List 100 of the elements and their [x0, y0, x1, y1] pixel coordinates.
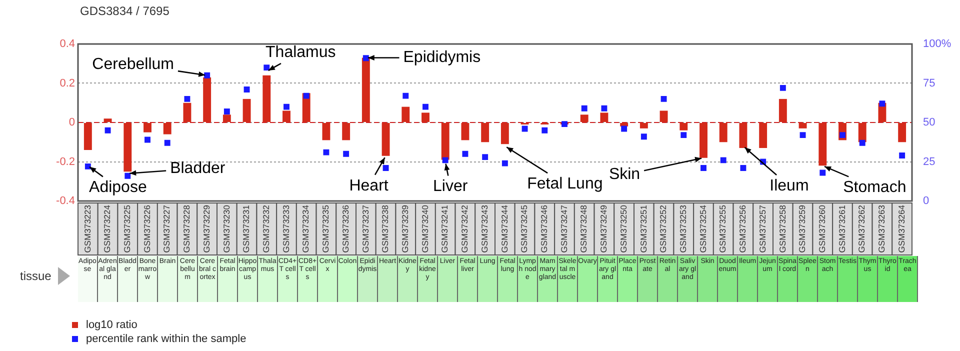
- x-tick-label: GSM373255: [718, 204, 728, 253]
- annotation: Liver: [433, 178, 468, 196]
- x-tick-label: GSM373250: [618, 204, 628, 253]
- annotation: Bladder: [170, 160, 226, 177]
- point: [204, 72, 210, 78]
- y2-tick-label: 0: [923, 195, 930, 208]
- point: [144, 136, 150, 143]
- x-tick-label: GSM373246: [538, 204, 549, 253]
- x-tick-label: GSM373244: [499, 204, 510, 253]
- x-tick-label: GSM373248: [578, 204, 589, 253]
- point: [402, 92, 409, 99]
- annotation: Ileum: [770, 177, 809, 194]
- x-tick-label: GSM373243: [479, 204, 490, 253]
- y2-tick-label: 100%: [923, 38, 952, 50]
- x-tick-label: GSM373236: [340, 204, 350, 253]
- x-tick-label: GSM373242: [460, 204, 470, 253]
- x-tick-label: GSM373226: [142, 204, 152, 253]
- annotation: Fetal Lung: [527, 175, 603, 192]
- point: [104, 127, 111, 134]
- x-tick-label: GSM373256: [738, 204, 748, 253]
- annotation: Cerebellum: [92, 56, 174, 73]
- x-tick-label: GSM373235: [320, 204, 331, 253]
- y-tick-label: 0.4: [60, 38, 75, 50]
- point: [581, 105, 588, 112]
- x-tick-label: GSM373241: [440, 204, 450, 253]
- point: [224, 108, 230, 114]
- point: [422, 104, 428, 110]
- x-tick-label: GSM373229: [201, 204, 212, 253]
- x-tick-label: GSM373260: [816, 204, 827, 253]
- annotation: Heart: [349, 177, 389, 194]
- point: [899, 152, 906, 158]
- point: [244, 86, 250, 93]
- point: [522, 126, 528, 132]
- x-tick-label: GSM373228: [182, 204, 192, 253]
- x-tick-label: GSM373245: [519, 204, 530, 253]
- annotation: Stomach: [843, 179, 906, 196]
- point: [640, 134, 647, 140]
- chart-title: GDS3834 / 7695: [80, 4, 170, 18]
- point: [740, 165, 746, 172]
- y2-tick-label: 25: [923, 156, 936, 168]
- point: [879, 100, 886, 107]
- legend-label: log10 ratio: [86, 319, 138, 331]
- y-tick-label: -0.2: [56, 156, 75, 168]
- point: [562, 121, 568, 128]
- point: [84, 163, 91, 170]
- annotation: Epididymis: [403, 49, 481, 66]
- point: [184, 96, 190, 102]
- point: [482, 154, 488, 160]
- point: [303, 92, 310, 99]
- point: [164, 140, 170, 146]
- point: [502, 160, 508, 166]
- point: [621, 126, 628, 132]
- point: [323, 149, 330, 156]
- point: [362, 55, 369, 62]
- point: [840, 132, 846, 138]
- x-tick-label: GSM373264: [896, 204, 906, 253]
- y-tick-label: 0: [68, 116, 75, 129]
- point: [343, 150, 350, 157]
- x-tick-label: GSM373238: [380, 204, 390, 253]
- x-tick-label: GSM373262: [856, 204, 867, 253]
- y2-tick-label: 50: [923, 116, 936, 129]
- y-tick-label: 0.2: [60, 77, 75, 90]
- text: tissue: [20, 269, 52, 283]
- annotation: Skin: [608, 166, 640, 184]
- point: [680, 132, 687, 138]
- annotation: Thalamus: [266, 44, 336, 61]
- x-tick-label: GSM373230: [221, 204, 232, 253]
- point: [820, 170, 826, 176]
- x-tick-label: GSM373258: [777, 204, 788, 253]
- x-tick-label: GSM373251: [638, 204, 648, 253]
- point: [700, 165, 706, 172]
- x-tick-label: GSM373263: [876, 204, 887, 253]
- point: [462, 150, 468, 157]
- point: [442, 157, 448, 164]
- x-tick-label: GSM373247: [558, 204, 569, 253]
- x-tick-label: GSM373223: [82, 204, 92, 253]
- x-tick-label: GSM373252: [658, 204, 668, 253]
- x-tick-label: GSM373253: [678, 204, 688, 253]
- x-tick-label: GSM373240: [420, 204, 430, 253]
- point: [601, 105, 608, 112]
- x-tick-label: GSM373259: [797, 204, 808, 253]
- x-tick-label: GSM373239: [400, 204, 410, 253]
- x-tick-label: GSM373231: [241, 204, 252, 253]
- point: [542, 127, 548, 134]
- x-tick-label: GSM373227: [162, 204, 172, 253]
- y-tick-label: -0.4: [56, 195, 75, 208]
- point: [660, 96, 667, 102]
- annotation: Adipose: [89, 179, 147, 196]
- point: [720, 157, 726, 164]
- point: [264, 64, 270, 71]
- x-tick-label: GSM373224: [102, 204, 112, 253]
- legend-label: percentile rank within the sample: [86, 333, 246, 345]
- point: [800, 132, 806, 138]
- point: [124, 172, 131, 179]
- x-tick-label: GSM373261: [836, 204, 847, 253]
- point: [382, 165, 389, 172]
- x-tick-label: GSM373254: [698, 204, 708, 253]
- y2-tick-label: 75: [923, 77, 936, 90]
- x-tick-label: GSM373232: [260, 204, 271, 253]
- x-tick-label: GSM373257: [757, 204, 768, 253]
